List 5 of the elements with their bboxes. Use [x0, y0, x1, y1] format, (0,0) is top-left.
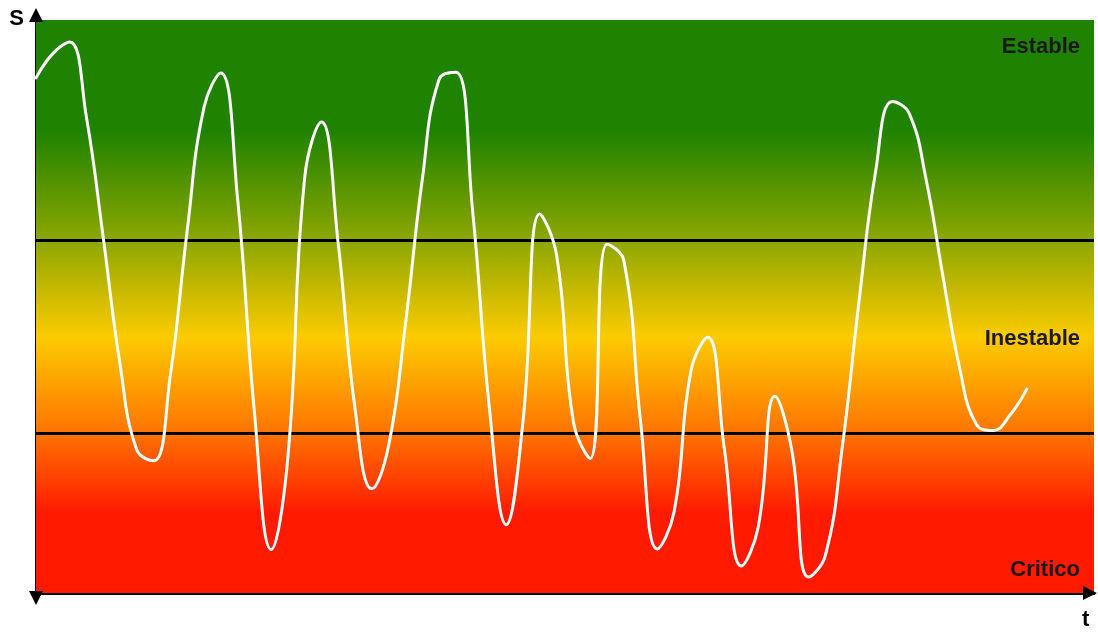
- band-label: Inestable: [984, 324, 1080, 350]
- band-label: Estable: [1001, 32, 1080, 58]
- y-axis-title: S: [9, 4, 24, 30]
- band-label: Critico: [1010, 555, 1080, 581]
- x-axis-title: t: [1082, 605, 1090, 631]
